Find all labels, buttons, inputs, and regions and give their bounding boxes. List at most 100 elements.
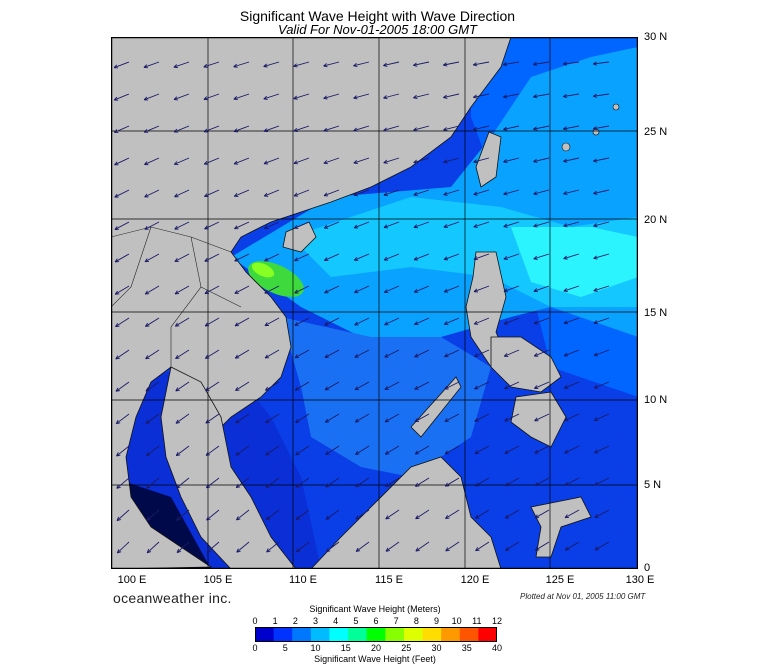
lat-label-10n: 10 N: [644, 394, 668, 406]
wave-direction-arrow: [383, 285, 400, 293]
wave-direction-arrow: [593, 413, 610, 421]
meters-tick-label: 2: [292, 616, 298, 626]
wave-direction-arrow: [593, 285, 610, 292]
wave-direction-arrow: [233, 125, 250, 133]
colorbar-segment: [459, 627, 479, 642]
wave-zone-cyan: [511, 227, 638, 297]
colorbar-segment: [422, 627, 442, 642]
wave-direction-arrow: [294, 349, 310, 359]
wave-direction-arrow: [503, 93, 520, 99]
wave-direction-arrow: [353, 61, 370, 68]
wave-direction-arrow: [205, 349, 220, 359]
wave-direction-arrow: [563, 189, 580, 196]
wave-direction-arrow: [473, 221, 490, 228]
colorbar-segment: [478, 627, 497, 642]
wave-direction-arrow: [444, 477, 460, 487]
wave-direction-arrow: [384, 445, 400, 455]
wave-direction-arrow: [144, 157, 160, 166]
wave-direction-arrow: [204, 253, 220, 262]
wave-direction-arrow: [533, 221, 550, 228]
wave-direction-arrow: [115, 317, 130, 328]
feet-tick-label: 35: [461, 643, 472, 653]
wave-direction-arrow: [473, 253, 490, 261]
wave-direction-arrow: [534, 413, 550, 422]
wave-direction-arrow: [415, 477, 430, 487]
wave-direction-arrow: [323, 61, 340, 68]
wave-direction-arrow: [564, 509, 580, 519]
lat-label-5n: 5 N: [644, 479, 662, 491]
wave-direction-arrow: [263, 189, 280, 197]
wave-direction-arrow: [563, 285, 580, 292]
wave-direction-arrow: [265, 413, 280, 424]
wave-direction-arrow: [324, 317, 340, 326]
meters-tick-label: 6: [373, 616, 379, 626]
wave-direction-arrow: [384, 413, 400, 423]
wave-direction-arrow: [473, 157, 490, 164]
wave-direction-arrow: [383, 253, 400, 261]
wave-direction-arrow: [323, 189, 340, 197]
wave-direction-arrow: [113, 93, 130, 101]
wave-direction-arrow: [115, 349, 130, 360]
feet-tick-label: 25: [401, 643, 412, 653]
wave-direction-arrow: [263, 93, 280, 100]
wave-direction-arrow: [264, 317, 280, 327]
wave-direction-arrow: [235, 477, 250, 489]
wave-direction-arrow: [383, 125, 400, 132]
colorbar-segment: [310, 627, 330, 642]
wave-direction-arrow: [413, 253, 430, 261]
wave-direction-arrow: [234, 253, 250, 262]
wave-direction-arrow: [144, 221, 160, 230]
wave-direction-arrow: [143, 61, 160, 69]
wave-direction-arrow: [234, 221, 250, 230]
wave-height-colorbar: [255, 627, 497, 642]
meters-tick-label: 7: [393, 616, 399, 626]
wave-direction-arrow: [204, 189, 220, 198]
feet-tick-label: 0: [252, 643, 258, 653]
wave-direction-arrow: [145, 413, 160, 424]
wave-direction-arrow: [532, 93, 550, 99]
wave-direction-arrow: [353, 157, 370, 164]
wave-direction-arrow: [204, 317, 220, 327]
meters-tick-label: 8: [413, 616, 419, 626]
wave-direction-arrow: [413, 157, 430, 164]
wave-direction-arrow: [444, 349, 460, 358]
wave-direction-arrow: [323, 125, 340, 132]
wave-direction-arrow: [533, 189, 550, 196]
wave-direction-arrow: [324, 285, 340, 294]
wave-direction-arrow: [295, 477, 310, 488]
wave-direction-arrow: [176, 477, 190, 489]
wave-direction-arrow: [233, 189, 250, 197]
wave-direction-arrow: [293, 221, 310, 229]
land-island-small: [612, 103, 620, 111]
wave-direction-arrow: [504, 413, 520, 422]
wave-direction-arrow: [473, 61, 490, 67]
chart-subtitle: Valid For Nov-01-2005 18:00 GMT: [278, 22, 477, 37]
wave-direction-arrow: [293, 125, 310, 132]
wave-direction-arrow: [473, 93, 490, 99]
wave-direction-arrow: [415, 509, 430, 520]
wave-direction-arrow: [443, 125, 460, 132]
wave-direction-arrow: [593, 381, 610, 389]
colorbar-segment: [441, 627, 461, 642]
wave-direction-arrow: [413, 93, 430, 99]
wave-direction-arrow: [444, 381, 460, 390]
wave-direction-arrow: [116, 541, 130, 554]
wave-direction-arrow: [413, 125, 430, 132]
wave-direction-arrow: [264, 349, 280, 359]
wave-direction-arrow: [144, 285, 160, 295]
wave-direction-arrow: [325, 509, 340, 520]
wave-direction-arrow: [592, 93, 610, 98]
wave-zone-mid: [281, 317, 491, 477]
wave-direction-arrow: [474, 509, 490, 519]
colorbar-segment: [348, 627, 368, 642]
wave-direction-arrow: [385, 477, 400, 488]
wave-direction-arrow: [592, 125, 610, 131]
wave-direction-arrow: [563, 349, 580, 357]
wave-direction-arrow: [504, 381, 520, 390]
wave-direction-arrow: [534, 541, 550, 551]
wave-direction-arrow: [354, 381, 370, 391]
wave-direction-arrow: [206, 541, 220, 553]
wave-direction-arrow: [323, 93, 340, 100]
wave-direction-arrow: [236, 541, 250, 553]
wave-direction-arrow: [594, 477, 610, 486]
